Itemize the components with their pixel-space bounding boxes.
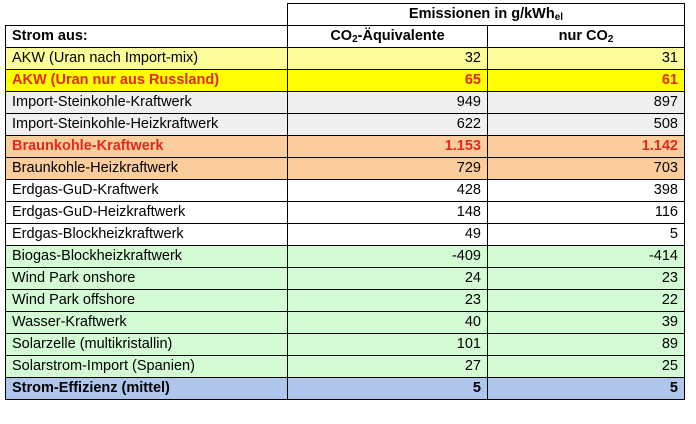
- value-co2eq: -409: [287, 245, 488, 268]
- row-label: Solarzelle (multikristallin): [5, 333, 288, 356]
- table-row: AKW (Uran nach Import-mix) 32 31: [5, 47, 685, 70]
- value-co2: 39: [487, 311, 685, 334]
- table-row: Solarstrom-Import (Spanien) 27 25: [5, 355, 685, 378]
- value-co2eq: 729: [287, 157, 488, 180]
- value-co2: 897: [487, 91, 685, 114]
- table-row: AKW (Uran nur aus Russland) 65 61: [5, 69, 685, 92]
- value-co2eq: 148: [287, 201, 488, 224]
- table-row: Biogas-Blockheizkraftwerk -409 -414: [5, 245, 685, 268]
- group-title: Emissionen in g/kWh: [408, 6, 555, 22]
- table-row: Wind Park offshore 23 22: [5, 289, 685, 312]
- value-co2: 61: [487, 69, 685, 92]
- value-co2eq: 32: [287, 47, 488, 70]
- value-co2eq: 23: [287, 289, 488, 312]
- col-header-co2eq: CO2-Äquivalente: [287, 25, 488, 48]
- table-row: Erdgas-GuD-Heizkraftwerk 148 116: [5, 201, 685, 224]
- row-label: Wasser-Kraftwerk: [5, 311, 288, 334]
- value-co2eq: 428: [287, 179, 488, 202]
- table-row: Erdgas-Blockheizkraftwerk 49 5: [5, 223, 685, 246]
- emissions-table: Emissionen in g/kWhel Strom aus: CO2-Äqu…: [5, 3, 685, 400]
- row-label: AKW (Uran nach Import-mix): [5, 47, 288, 70]
- value-co2: 22: [487, 289, 685, 312]
- group-title-subscript: el: [554, 12, 564, 23]
- header-row-group: Emissionen in g/kWhel: [5, 3, 685, 26]
- value-co2: 89: [487, 333, 685, 356]
- row-label: Solarstrom-Import (Spanien): [5, 355, 288, 378]
- table-row: Erdgas-GuD-Kraftwerk 428 398: [5, 179, 685, 202]
- row-label: Erdgas-GuD-Heizkraftwerk: [5, 201, 288, 224]
- value-co2: 703: [487, 157, 685, 180]
- value-co2eq: 949: [287, 91, 488, 114]
- row-label: Erdgas-Blockheizkraftwerk: [5, 223, 288, 246]
- row-label: Wind Park offshore: [5, 289, 288, 312]
- value-co2: 1.142: [487, 135, 685, 158]
- table-row: Solarzelle (multikristallin) 101 89: [5, 333, 685, 356]
- value-co2eq: 27: [287, 355, 488, 378]
- row-label: Braunkohle-Kraftwerk: [5, 135, 288, 158]
- value-co2eq: 40: [287, 311, 488, 334]
- value-co2eq: 49: [287, 223, 488, 246]
- value-co2: 398: [487, 179, 685, 202]
- row-label: Wind Park onshore: [5, 267, 288, 290]
- value-co2: 25: [487, 355, 685, 378]
- value-co2: 5: [487, 377, 685, 400]
- row-label-header: Strom aus:: [5, 25, 288, 48]
- header-row-columns: Strom aus: CO2-Äquivalente nur CO2: [5, 25, 685, 48]
- row-label: Strom-Effizienz (mittel): [5, 377, 288, 400]
- value-co2: -414: [487, 245, 685, 268]
- empty-corner-cell: [5, 3, 288, 26]
- table-row: Import-Steinkohle-Kraftwerk 949 897: [5, 91, 685, 114]
- row-label: AKW (Uran nur aus Russland): [5, 69, 288, 92]
- table-row: Wind Park onshore 24 23: [5, 267, 685, 290]
- table-row: Wasser-Kraftwerk 40 39: [5, 311, 685, 334]
- value-co2: 508: [487, 113, 685, 136]
- value-co2: 31: [487, 47, 685, 70]
- group-header: Emissionen in g/kWhel: [287, 3, 685, 26]
- value-co2eq: 622: [287, 113, 488, 136]
- value-co2eq: 1.153: [287, 135, 488, 158]
- row-label: Erdgas-GuD-Kraftwerk: [5, 179, 288, 202]
- value-co2: 5: [487, 223, 685, 246]
- value-co2: 23: [487, 267, 685, 290]
- value-co2eq: 5: [287, 377, 488, 400]
- table-row: Strom-Effizienz (mittel) 5 5: [5, 377, 685, 400]
- row-label: Import-Steinkohle-Kraftwerk: [5, 91, 288, 114]
- table-row: Braunkohle-Heizkraftwerk 729 703: [5, 157, 685, 180]
- value-co2eq: 24: [287, 267, 488, 290]
- value-co2eq: 101: [287, 333, 488, 356]
- value-co2: 116: [487, 201, 685, 224]
- row-label: Biogas-Blockheizkraftwerk: [5, 245, 288, 268]
- table-row: Import-Steinkohle-Heizkraftwerk 622 508: [5, 113, 685, 136]
- col-header-co2: nur CO2: [487, 25, 685, 48]
- value-co2eq: 65: [287, 69, 488, 92]
- row-label: Import-Steinkohle-Heizkraftwerk: [5, 113, 288, 136]
- row-label: Braunkohle-Heizkraftwerk: [5, 157, 288, 180]
- table-row: Braunkohle-Kraftwerk 1.153 1.142: [5, 135, 685, 158]
